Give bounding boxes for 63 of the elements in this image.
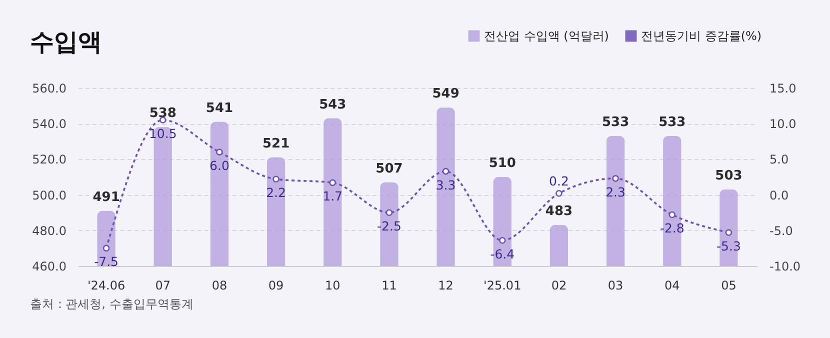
data-label: 483 [545, 204, 573, 220]
y2-tick-label: 15.0 [770, 82, 796, 96]
y2-tick-label: 10.0 [770, 117, 796, 132]
point [668, 211, 676, 218]
data-label: 2.3 [606, 184, 626, 200]
point [216, 148, 223, 156]
point [498, 236, 506, 244]
data-label: 549 [432, 86, 460, 102]
x-tick-label: 05 [721, 278, 736, 292]
data-label: 510 [488, 156, 516, 171]
data-label: 10.5 [148, 126, 177, 142]
y2-tick-label: -10.0 [770, 260, 801, 274]
source-note: 출처 : 관세청, 수출입무역통계 [30, 296, 194, 313]
y-tick-label: 480.0 [32, 224, 66, 238]
y2-tick-label: 5.0 [770, 152, 789, 167]
point [272, 176, 280, 183]
point [102, 244, 110, 252]
x-tick-label: '25.01 [484, 278, 522, 292]
data-label: 2.2 [266, 185, 286, 200]
data-label: -2.8 [660, 220, 684, 236]
data-label: 541 [206, 100, 234, 116]
data-label: 538 [149, 106, 176, 122]
x-tick-label: 10 [324, 278, 340, 292]
data-label: 503 [715, 168, 742, 184]
data-label: 1.7 [322, 188, 343, 204]
y-tick-label: 500.0 [32, 188, 66, 202]
y-tick-label: 520.0 [32, 152, 66, 167]
data-label: 491 [92, 190, 120, 205]
y-tick-label: 540.0 [32, 117, 66, 132]
data-label: -6.4 [490, 246, 515, 262]
data-label: 533 [658, 115, 686, 130]
data-label: 543 [319, 97, 346, 112]
point [612, 175, 619, 182]
legend-label: 전년동기비 증감률(%) [641, 29, 762, 43]
x-tick-label: 03 [608, 278, 624, 292]
data-label: 507 [376, 161, 403, 176]
point [386, 209, 393, 216]
point [725, 229, 732, 236]
point [556, 190, 562, 197]
data-label: -2.5 [377, 218, 402, 234]
point [329, 179, 336, 186]
x-tick-label: 04 [664, 278, 680, 292]
y-tick-label: 560.0 [32, 82, 66, 96]
point [442, 168, 450, 175]
data-label: 521 [262, 136, 290, 152]
chart-title: 수입액 [30, 27, 102, 58]
x-tick-label: 11 [382, 278, 397, 292]
x-tick-label: 08 [212, 278, 228, 292]
data-label: -7.5 [94, 254, 118, 270]
x-tick-label: 12 [438, 278, 454, 292]
data-label: 533 [602, 115, 630, 130]
x-tick-label: 09 [268, 278, 284, 292]
x-tick-label: 02 [551, 278, 567, 292]
data-label: -5.3 [716, 238, 741, 254]
y2-tick-label: -5.0 [770, 224, 793, 238]
data-label: 6.0 [210, 158, 230, 174]
y2-tick-label: 0.0 [770, 188, 789, 202]
x-tick-label: 07 [155, 278, 171, 292]
y-tick-label: 460.0 [32, 260, 66, 274]
legend-label: 전산업 수입액 (억달러) [484, 29, 609, 43]
data-label: 0.2 [549, 173, 569, 188]
x-tick-label: '24.06 [87, 278, 126, 292]
data-label: 3.3 [436, 177, 456, 192]
